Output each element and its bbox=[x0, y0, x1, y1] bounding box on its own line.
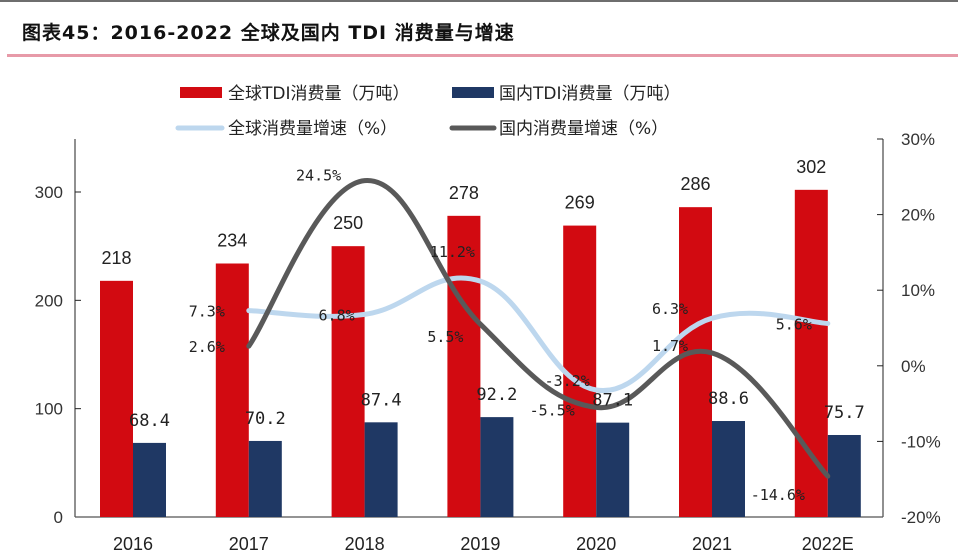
right-axis-tick-label: -10% bbox=[901, 432, 941, 451]
pct-label-global-growth: 7.3% bbox=[189, 303, 225, 321]
title-divider bbox=[7, 54, 958, 57]
right-axis-tick-label: 0% bbox=[901, 357, 926, 376]
bar-label-domestic-consumption: 87.1 bbox=[592, 391, 633, 411]
bar-label-domestic-consumption: 92.2 bbox=[476, 385, 517, 405]
legend-swatch-domestic-bar bbox=[452, 87, 494, 98]
bar-domestic-consumption bbox=[133, 442, 166, 517]
bar-label-domestic-consumption: 87.4 bbox=[361, 390, 402, 410]
chart-title: 图表45：2016-2022 全球及国内 TDI 消费量与增速 bbox=[22, 22, 515, 44]
bar-label-domestic-consumption: 75.7 bbox=[824, 403, 865, 423]
bar-label-domestic-consumption: 68.4 bbox=[129, 411, 170, 431]
bar-global-consumption bbox=[679, 207, 712, 517]
x-axis-tick-label: 2022E bbox=[802, 534, 854, 554]
pct-label-global-growth: 6.3% bbox=[652, 300, 688, 318]
left-axis-tick-label: 200 bbox=[35, 291, 63, 310]
bar-global-consumption bbox=[331, 246, 365, 517]
pct-label-global-growth: 6.8% bbox=[319, 306, 355, 324]
pct-label-domestic-growth: -14.6% bbox=[751, 486, 805, 504]
bar-domestic-consumption bbox=[712, 421, 745, 517]
legend-label-global-bar: 全球TDI消费量（万吨） bbox=[228, 84, 410, 104]
right-axis-tick-label: -20% bbox=[901, 508, 941, 527]
bar-label-global-consumption: 218 bbox=[101, 248, 131, 268]
pct-label-domestic-growth: 2.6% bbox=[189, 338, 225, 356]
bar-label-global-consumption: 234 bbox=[217, 231, 247, 251]
left-axis-tick-label: 300 bbox=[35, 183, 63, 202]
bar-global-consumption bbox=[447, 215, 481, 518]
legend-swatch-global-bar bbox=[180, 87, 222, 98]
left-axis-tick-label: 0 bbox=[54, 508, 63, 527]
x-axis-tick-label: 2019 bbox=[460, 534, 500, 554]
top-border bbox=[0, 0, 958, 2]
bar-label-global-consumption: 250 bbox=[333, 213, 363, 233]
legend-label-global-line: 全球消费量增速（%） bbox=[228, 119, 397, 139]
bar-global-consumption bbox=[794, 189, 828, 518]
left-axis-tick-label: 100 bbox=[35, 400, 63, 419]
pct-label-global-growth: 5.6% bbox=[776, 315, 812, 333]
pct-label-domestic-growth: 24.5% bbox=[296, 167, 341, 185]
right-axis-tick-label: 20% bbox=[901, 206, 935, 225]
bar-global-consumption bbox=[563, 225, 597, 518]
bars bbox=[100, 189, 861, 518]
domestic-growth-line bbox=[246, 178, 831, 479]
growth-lines bbox=[246, 178, 831, 479]
bar-label-global-consumption: 302 bbox=[796, 157, 826, 177]
bar-label-global-consumption: 286 bbox=[680, 174, 710, 194]
right-axis-tick-label: 10% bbox=[901, 281, 935, 300]
bar-domestic-consumption bbox=[480, 417, 514, 517]
x-axis-tick-label: 2017 bbox=[229, 534, 269, 554]
x-axis-tick-label: 2021 bbox=[692, 534, 732, 554]
bar-label-global-consumption: 269 bbox=[565, 193, 595, 213]
legend-label-domestic-line: 国内消费量增速（%） bbox=[499, 119, 668, 139]
pct-label-global-growth: -3.2% bbox=[545, 372, 590, 390]
global-growth-line bbox=[246, 275, 831, 393]
x-axis-tick-label: 2018 bbox=[345, 534, 385, 554]
bar-global-consumption bbox=[100, 280, 133, 517]
bar-label-domestic-consumption: 88.6 bbox=[708, 389, 749, 409]
bar-label-global-consumption: 278 bbox=[449, 183, 479, 203]
legend-label-domestic-bar: 国内TDI消费量（万吨） bbox=[499, 84, 681, 104]
x-axis-tick-label: 2016 bbox=[113, 534, 153, 554]
pct-label-domestic-growth: 1.7% bbox=[652, 337, 688, 355]
bar-domestic-consumption bbox=[596, 422, 630, 517]
legend: 全球TDI消费量（万吨） 国内TDI消费量（万吨） 全球消费量增速（%） 国内消… bbox=[175, 84, 681, 139]
bar-domestic-consumption bbox=[248, 440, 282, 517]
pct-label-domestic-growth: 5.5% bbox=[427, 328, 463, 346]
bar-label-domestic-consumption: 70.2 bbox=[245, 409, 286, 429]
pct-label-domestic-growth: -5.5% bbox=[530, 401, 575, 419]
axes: 0 100 200 300 -20% -10% 0% 10% 20% 30% 2016 2017 201… bbox=[35, 130, 941, 554]
x-axis-tick-label: 2020 bbox=[576, 534, 616, 554]
data-labels: 218 234 250 278 269 286 302 68.4 70.2 87.4 92.2 87.… bbox=[101, 157, 864, 504]
right-axis-tick-label: 30% bbox=[901, 130, 935, 149]
bar-domestic-consumption bbox=[364, 422, 398, 517]
bar-global-consumption bbox=[215, 263, 249, 517]
bar-domestic-consumption bbox=[827, 434, 861, 517]
pct-label-global-growth: 11.2% bbox=[430, 243, 475, 261]
